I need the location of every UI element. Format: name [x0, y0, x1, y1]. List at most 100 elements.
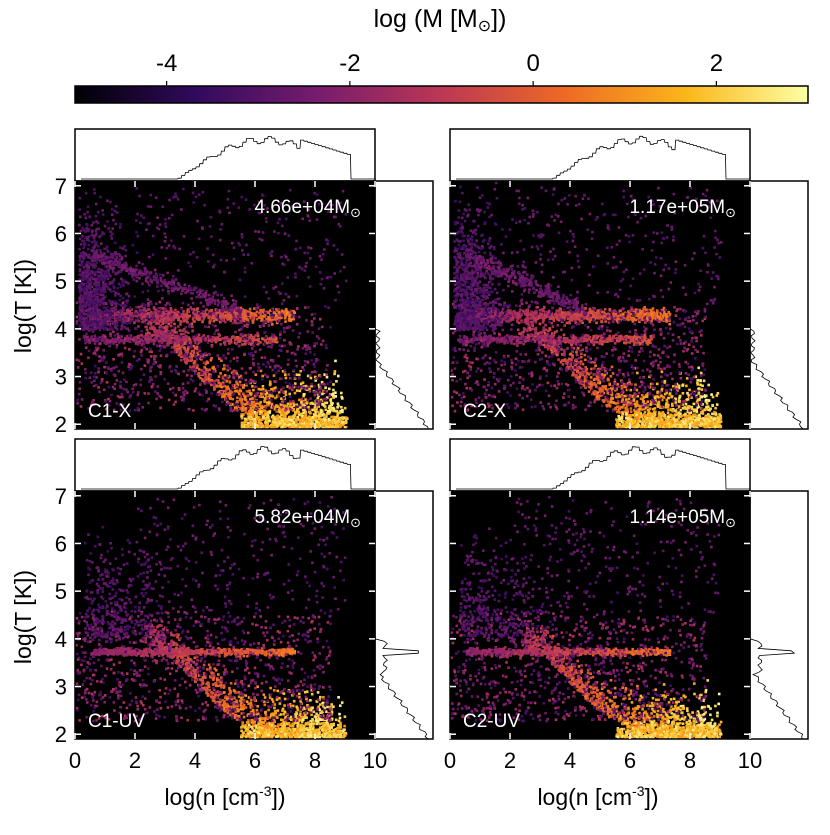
heatmap-cell [93, 246, 96, 249]
heatmap-cell [309, 397, 312, 400]
heatmap-cell [291, 389, 294, 392]
heatmap-cell [90, 281, 93, 284]
heatmap-cell [256, 332, 259, 335]
heatmap-cell [329, 421, 332, 424]
heatmap-cell [217, 354, 220, 357]
heatmap-cell [334, 370, 337, 373]
heatmap-cell [199, 350, 202, 353]
heatmap-cell [151, 385, 154, 388]
heatmap-cell [198, 238, 201, 241]
heatmap-cell [630, 407, 633, 410]
heatmap-cell [288, 426, 291, 429]
heatmap-cell [262, 385, 265, 388]
heatmap-cell [78, 248, 81, 251]
heatmap-cell [195, 334, 198, 337]
colorbar-tick-label: -2 [339, 50, 360, 77]
heatmap-cell [332, 383, 335, 386]
heatmap-cell [85, 265, 88, 268]
heatmap-cell [98, 278, 101, 281]
heatmap-cell [299, 332, 302, 335]
density-histogram [450, 129, 751, 181]
heatmap-cell [294, 311, 297, 314]
heatmap-cell [205, 292, 208, 295]
heatmap-cell [201, 289, 204, 292]
heatmap-cell [82, 259, 85, 262]
heatmap-cell [333, 244, 336, 247]
heatmap-cell [84, 324, 87, 327]
colorbar-title-suffix: ]) [491, 5, 506, 33]
heatmap-cell [208, 294, 211, 297]
heatmap-cell [278, 218, 281, 221]
heatmap-cell [279, 337, 282, 340]
heatmap-cell [143, 311, 146, 314]
heatmap-cell [255, 373, 258, 376]
heatmap-cell [174, 331, 177, 334]
heatmap-cell [318, 403, 321, 406]
heatmap-cell [250, 407, 253, 410]
heatmap-cell [325, 373, 328, 376]
heatmap-cell [265, 291, 268, 294]
heatmap-cell [236, 360, 239, 363]
heatmap-cell [155, 314, 158, 317]
heatmap-cell [147, 223, 150, 226]
heatmap-cell [261, 375, 264, 378]
heatmap-cell [142, 406, 145, 409]
heatmap-cell [307, 399, 310, 402]
heatmap-cell [170, 307, 173, 310]
heatmap-cell [323, 248, 326, 251]
heatmap-cell [278, 349, 281, 352]
heatmap-cell [155, 196, 158, 199]
heatmap-cell [121, 320, 124, 323]
heatmap-cell [241, 343, 244, 346]
heatmap-cell [235, 300, 238, 303]
heatmap-cell [135, 319, 138, 322]
heatmap-cell [310, 247, 313, 250]
heatmap-cell [145, 272, 148, 275]
heatmap-cell [225, 357, 228, 360]
heatmap-cell [196, 351, 199, 354]
heatmap-cell [336, 285, 339, 288]
heatmap-cell [307, 330, 310, 333]
heatmap-cell [98, 283, 101, 286]
heatmap-cell [319, 271, 322, 274]
heatmap-cell [147, 305, 150, 308]
heatmap-cell [227, 348, 230, 351]
heatmap-cell [183, 328, 186, 331]
heatmap-cell [281, 310, 284, 313]
heatmap-cell [93, 338, 96, 341]
heatmap-cell [337, 375, 340, 378]
heatmap-cell [340, 396, 343, 399]
heatmap-cell [164, 240, 167, 243]
heatmap-cell [153, 357, 156, 360]
heatmap-cell [218, 334, 221, 337]
heatmap-cell [160, 354, 163, 357]
heatmap-cell [273, 417, 276, 420]
heatmap-cell [198, 355, 201, 358]
heatmap-cell [314, 406, 317, 409]
heatmap-cell [284, 374, 287, 377]
y-tick-label: 5 [55, 269, 67, 294]
heatmap-cell [157, 312, 160, 315]
heatmap-cell [297, 336, 300, 339]
heatmap-cell [259, 341, 262, 344]
heatmap-cell [193, 352, 196, 355]
heatmap-cell [241, 236, 244, 239]
heatmap-cell [339, 270, 342, 273]
heatmap-cell [271, 416, 274, 419]
heatmap-cell [233, 316, 236, 319]
heatmap-cell [226, 386, 229, 389]
heatmap-cell [95, 230, 98, 233]
heatmap-cell [249, 339, 252, 342]
heatmap-cell [100, 242, 103, 245]
heatmap-cell [183, 333, 186, 336]
heatmap-cell [241, 196, 244, 199]
heatmap-cell [123, 326, 126, 329]
heatmap-cell [119, 223, 122, 226]
heatmap-cell [245, 372, 248, 375]
heatmap-cell [310, 359, 313, 362]
heatmap-cell [109, 313, 112, 316]
heatmap-cell [269, 381, 272, 384]
colorbar-title: log (M [M⊙]) [374, 5, 507, 35]
heatmap-cell [232, 322, 235, 325]
heatmap-cell [313, 391, 316, 394]
